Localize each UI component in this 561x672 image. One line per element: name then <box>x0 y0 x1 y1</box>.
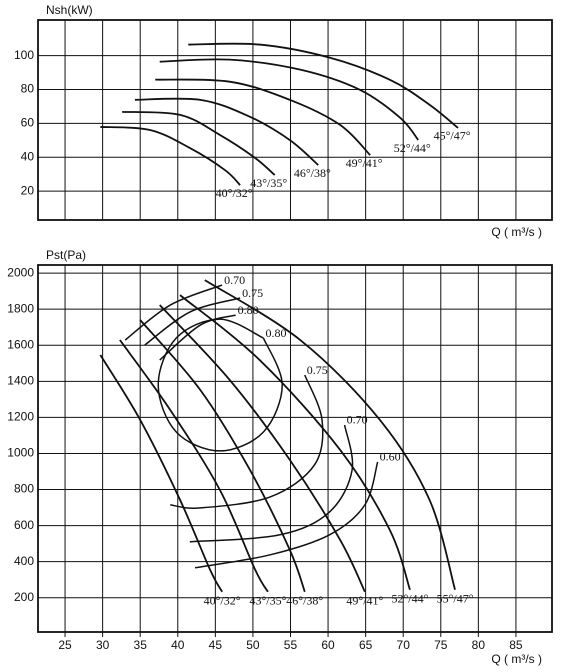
angle-curve-label: 52°/44° <box>392 592 429 606</box>
angle-curve <box>134 97 319 166</box>
x-tick-label: 80 <box>472 638 486 652</box>
plot-frame <box>37 264 553 633</box>
efficiency-curve <box>157 318 283 452</box>
angle-curve <box>122 110 276 176</box>
y-tick-label: 600 <box>14 518 34 532</box>
y-tick-label: 1600 <box>7 337 34 351</box>
angle-curve-label: 40°/32° <box>216 186 253 200</box>
x-tick-label: 35 <box>134 638 148 652</box>
y-tick-label: 800 <box>14 482 34 496</box>
x-axis-title: Q ( m³/s ) <box>491 225 542 239</box>
angle-curve-label: 55°/47° <box>437 592 474 606</box>
y-axis-title: Pst(Pa) <box>46 248 86 262</box>
efficiency-curve-label: 0.70 <box>224 273 245 287</box>
angle-curve <box>179 294 411 591</box>
angle-curve-label: 49°/41° <box>346 156 383 170</box>
x-tick-label: 70 <box>397 638 411 652</box>
angle-curve <box>204 279 456 591</box>
angle-curve-label: 46°/38° <box>286 594 323 608</box>
y-tick-label: 2000 <box>7 265 34 279</box>
angle-curve-label: 43°/35° <box>250 176 287 190</box>
x-axis-title: Q ( m³/s ) <box>491 652 542 666</box>
efficiency-curve-label: 0.80 <box>238 303 259 317</box>
y-tick-label: 400 <box>14 554 34 568</box>
y-tick-label: 60 <box>21 116 35 130</box>
x-tick-label: 50 <box>246 638 260 652</box>
angle-curve <box>159 58 419 141</box>
efficiency-curve <box>124 284 223 341</box>
x-tick-label: 60 <box>321 638 335 652</box>
angle-curve <box>100 126 241 186</box>
y-tick-label: 20 <box>21 183 35 197</box>
angle-curve-label: 45°/47° <box>434 129 471 143</box>
y-tick-label: 200 <box>14 590 34 604</box>
angle-curve <box>119 339 269 593</box>
x-tick-label: 75 <box>434 638 448 652</box>
y-axis-title: Nsh(kW) <box>46 3 93 17</box>
efficiency-curve-label: 0.75 <box>307 363 328 377</box>
efficiency-curve <box>144 297 241 346</box>
efficiency-curve <box>159 314 236 361</box>
angle-curve <box>155 78 371 156</box>
x-tick-label: 30 <box>96 638 110 652</box>
y-tick-label: 1800 <box>7 301 34 315</box>
x-tick-label: 65 <box>359 638 373 652</box>
angle-curve <box>139 319 306 593</box>
angle-curve <box>159 304 366 593</box>
x-tick-label: 25 <box>58 638 72 652</box>
angle-curve-label: 40°/32° <box>204 594 241 608</box>
efficiency-curve-label: 0.80 <box>265 326 286 340</box>
efficiency-curve <box>170 374 324 509</box>
angle-curve <box>99 354 223 593</box>
angle-curve-label: 43°/35° <box>249 594 286 608</box>
y-tick-label: 1000 <box>7 446 34 460</box>
efficiency-curve-label: 0.60 <box>380 450 401 464</box>
angle-curve-label: 52°/44° <box>394 141 431 155</box>
x-tick-label: 40 <box>171 638 185 652</box>
y-tick-label: 100 <box>14 48 34 62</box>
y-tick-label: 1200 <box>7 410 34 424</box>
efficiency-curve <box>189 424 354 543</box>
efficiency-curve-label: 0.70 <box>347 413 368 427</box>
efficiency-curve-label: 0.75 <box>242 286 263 300</box>
angle-curve-label: 46°/38° <box>294 166 331 180</box>
angle-curve-label: 49°/41° <box>346 594 383 608</box>
y-tick-label: 40 <box>21 149 35 163</box>
x-tick-label: 85 <box>509 638 523 652</box>
x-tick-label: 45 <box>209 638 223 652</box>
efficiency-curve <box>194 461 379 569</box>
plot-frame <box>37 19 553 221</box>
y-tick-label: 1400 <box>7 373 34 387</box>
x-tick-label: 55 <box>284 638 298 652</box>
angle-curve <box>188 42 459 129</box>
y-tick-label: 80 <box>21 82 35 96</box>
